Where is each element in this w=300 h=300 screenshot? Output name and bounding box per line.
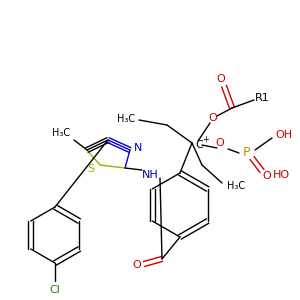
Text: H₃C: H₃C <box>52 128 70 138</box>
Text: +: + <box>202 136 209 145</box>
Text: S: S <box>87 164 94 174</box>
Text: R1: R1 <box>255 93 269 103</box>
Text: C: C <box>195 140 203 150</box>
Text: HO: HO <box>272 170 290 180</box>
Text: OH: OH <box>275 130 292 140</box>
Text: P: P <box>243 146 251 160</box>
Text: O: O <box>216 138 224 148</box>
Text: O: O <box>133 260 141 270</box>
Text: H₃C: H₃C <box>117 114 135 124</box>
Text: O: O <box>208 113 217 123</box>
Text: N: N <box>134 143 142 153</box>
Text: Cl: Cl <box>50 285 60 295</box>
Text: O: O <box>217 74 225 84</box>
Text: O: O <box>262 171 272 181</box>
Text: NH: NH <box>142 170 158 180</box>
Text: H₃C: H₃C <box>227 181 245 191</box>
